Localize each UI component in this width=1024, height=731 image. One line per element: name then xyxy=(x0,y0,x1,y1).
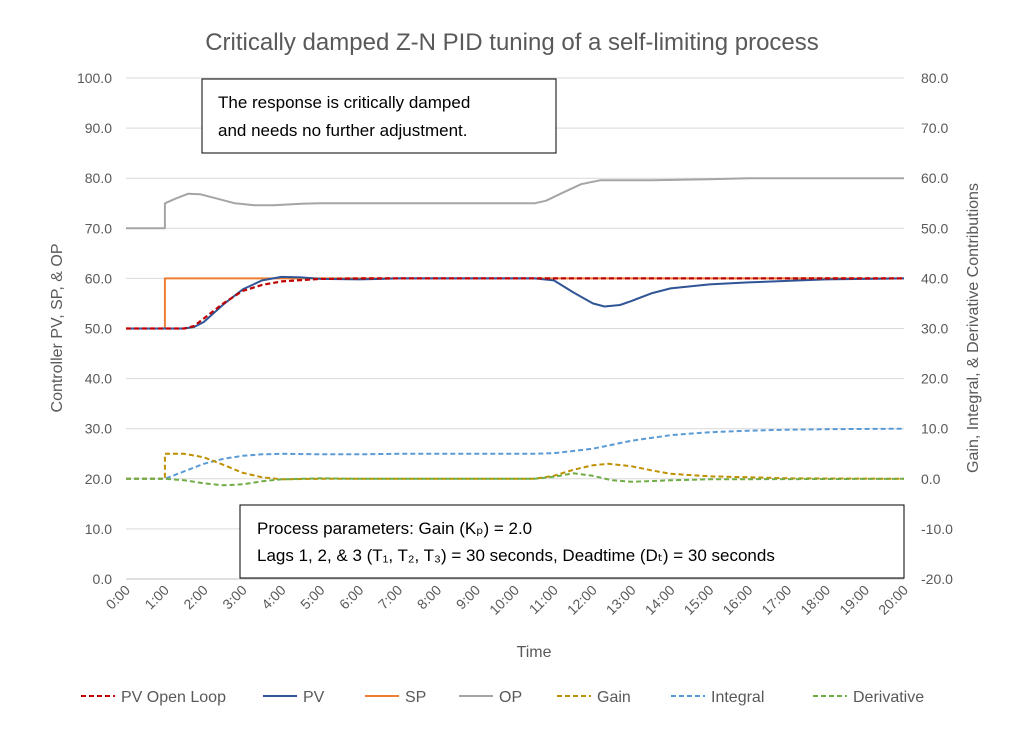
legend-item-gain: Gain xyxy=(557,689,631,706)
annotation-response-line-2: and needs no further adjustment. xyxy=(218,121,468,140)
annotation-box-parameters: Process parameters: Gain (Kₚ) = 2.0 Lags… xyxy=(239,504,905,579)
series-line-sp xyxy=(126,277,904,330)
legend-label: Integral xyxy=(711,689,764,706)
x-tick-label: 14:00 xyxy=(642,582,678,618)
series-line-integral xyxy=(126,427,905,480)
legend-label: Derivative xyxy=(853,689,924,706)
x-tick-label: 1:00 xyxy=(141,582,172,613)
legend-item-pv-open-loop: PV Open Loop xyxy=(81,689,226,706)
right-tick-label: 80.0 xyxy=(921,70,948,86)
x-tick-label: 17:00 xyxy=(758,582,794,618)
legend-label: Gain xyxy=(597,689,631,706)
legend-label: SP xyxy=(405,689,426,706)
left-tick-label: 60.0 xyxy=(85,270,112,286)
right-tick-label: 30.0 xyxy=(921,321,948,337)
legend-item-sp: SP xyxy=(365,689,426,706)
left-tick-label: 50.0 xyxy=(85,321,112,337)
legend: PV Open Loop PV SP OP Gain Integral Derivative xyxy=(81,689,924,706)
legend-item-integral: Integral xyxy=(671,689,764,706)
x-tick-label: 4:00 xyxy=(258,582,289,613)
x-tick-label: 19:00 xyxy=(836,582,872,618)
annotation-response-line-1: The response is critically damped xyxy=(218,93,470,112)
x-tick-label: 10:00 xyxy=(486,582,522,618)
left-tick-label: 80.0 xyxy=(85,170,112,186)
left-tick-label: 100.0 xyxy=(77,70,112,86)
legend-label: PV xyxy=(303,689,325,706)
left-tick-label: 90.0 xyxy=(85,120,112,136)
x-tick-label: 9:00 xyxy=(453,582,484,613)
left-tick-label: 40.0 xyxy=(85,371,112,387)
x-axis-title: Time xyxy=(517,644,552,661)
right-tick-label: -10.0 xyxy=(921,521,953,537)
x-tick-label: 6:00 xyxy=(336,582,367,613)
series-line-op xyxy=(126,177,904,230)
x-tick-label: 8:00 xyxy=(414,582,445,613)
annotation-parameters-line-1: Process parameters: Gain (Kₚ) = 2.0 xyxy=(257,519,532,538)
x-axis-ticks: 0:00 1:00 2:00 3:00 4:00 5:00 6:00 7:00 8:00 9:00… xyxy=(103,582,912,618)
series-line-derivative xyxy=(126,472,905,487)
right-tick-label: 50.0 xyxy=(921,220,948,236)
right-tick-label: 70.0 xyxy=(921,120,948,136)
x-tick-label: 16:00 xyxy=(719,582,755,618)
legend-item-pv: PV xyxy=(263,689,325,706)
x-tick-label: 11:00 xyxy=(526,582,562,618)
right-tick-label: 20.0 xyxy=(921,371,948,387)
right-axis-title: Gain, Integral, & Derivative Contributio… xyxy=(965,183,982,473)
right-tick-label: -20.0 xyxy=(921,571,953,587)
legend-label: OP xyxy=(499,689,522,706)
legend-label: PV Open Loop xyxy=(121,689,226,706)
x-tick-label: 13:00 xyxy=(603,582,639,618)
x-tick-label: 5:00 xyxy=(297,582,328,613)
chart-title: Critically damped Z-N PID tuning of a se… xyxy=(205,29,819,56)
x-tick-label: 7:00 xyxy=(375,582,406,613)
x-tick-label: 15:00 xyxy=(681,582,717,618)
series-lines xyxy=(126,177,905,487)
annotation-box-response: The response is critically damped and ne… xyxy=(201,78,557,154)
series-line-gain xyxy=(126,452,905,481)
annotation-parameters-line-2: Lags 1, 2, & 3 (T₁, T₂, T₃) = 30 seconds… xyxy=(257,546,775,565)
left-tick-label: 0.0 xyxy=(93,571,113,587)
x-tick-label: 18:00 xyxy=(797,582,833,618)
legend-item-derivative: Derivative xyxy=(813,689,924,706)
right-tick-label: 60.0 xyxy=(921,170,948,186)
x-tick-label: 3:00 xyxy=(219,582,250,613)
right-tick-label: 0.0 xyxy=(921,471,941,487)
x-tick-label: 20:00 xyxy=(875,582,911,618)
left-tick-label: 10.0 xyxy=(85,521,112,537)
series-line-pv-open-loop xyxy=(126,277,904,330)
left-tick-label: 70.0 xyxy=(85,220,112,236)
legend-item-op: OP xyxy=(459,689,522,706)
x-tick-label: 2:00 xyxy=(180,582,211,613)
series-line-pv xyxy=(126,275,905,330)
left-axis-ticks: 0.0 10.0 20.0 30.0 40.0 50.0 60.0 70.0 80.0 90.0 1… xyxy=(77,70,112,587)
right-tick-label: 40.0 xyxy=(921,270,948,286)
right-tick-label: 10.0 xyxy=(921,421,948,437)
left-tick-label: 20.0 xyxy=(85,471,112,487)
left-axis-title: Controller PV, SP, & OP xyxy=(49,244,66,413)
right-axis-ticks: -20.0 -10.0 0.0 10.0 20.0 30.0 40.0 50.0 60.0 70.… xyxy=(921,70,953,587)
left-tick-label: 30.0 xyxy=(85,421,112,437)
x-tick-label: 12:00 xyxy=(564,582,600,618)
